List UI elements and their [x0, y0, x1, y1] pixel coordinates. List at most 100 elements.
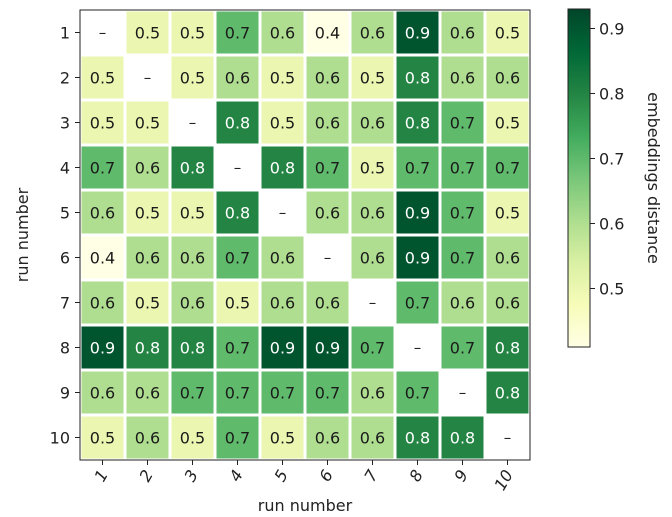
heatmap-cell [306, 326, 349, 369]
heatmap-cell [261, 281, 304, 324]
cell-label: 0.7 [90, 159, 115, 178]
cell-label: 0.7 [225, 249, 250, 268]
heatmap-cell [351, 326, 394, 369]
heatmap-cell [126, 416, 169, 459]
cell-label: 0.6 [135, 429, 160, 448]
y-tick-label: 8 [60, 339, 70, 358]
y-tick-label: 3 [60, 114, 70, 133]
heatmap-cell [486, 191, 529, 234]
x-tick-label: 7 [360, 466, 382, 485]
plot-frame [79, 9, 531, 461]
cell-label: – [234, 159, 242, 177]
cell-label: 0.7 [495, 159, 520, 178]
heatmap-cell [261, 146, 304, 189]
cell-label: 0.6 [360, 384, 385, 403]
cell-label: 0.6 [315, 69, 340, 88]
cell-label: 0.6 [495, 249, 520, 268]
heatmap-cell [351, 416, 394, 459]
cell-label: 0.7 [450, 339, 475, 358]
heatmap-cell [396, 101, 439, 144]
heatmap-cell [216, 236, 259, 279]
cell-label: 0.6 [315, 429, 340, 448]
heatmap-cell [81, 101, 124, 144]
heatmap-cell [171, 416, 214, 459]
heatmap-cell [216, 11, 259, 54]
cell-label: 0.9 [405, 204, 430, 223]
cell-label: 0.7 [450, 159, 475, 178]
heatmap-cell [396, 56, 439, 99]
heatmap-cell [171, 326, 214, 369]
cell-label: 0.9 [270, 339, 295, 358]
heatmap-cell [441, 416, 484, 459]
colorbar-tick-label: 0.6 [599, 215, 624, 234]
x-tick-label: 10 [490, 467, 517, 494]
x-tick-label: 8 [405, 467, 427, 485]
cell-label: – [144, 69, 152, 87]
cell-label: 0.8 [405, 429, 430, 448]
x-axis-label: run number [258, 496, 353, 515]
cell-label: 0.7 [225, 429, 250, 448]
cell-label: 0.6 [270, 24, 295, 43]
x-tick-label: 9 [450, 467, 472, 485]
heatmap-cell [171, 146, 214, 189]
heatmap-cell [486, 236, 529, 279]
cell-label: 0.6 [90, 204, 115, 223]
cell-label: 0.6 [360, 114, 385, 133]
cell-label: 0.8 [450, 429, 475, 448]
heatmap-cell [396, 11, 439, 54]
heatmap-cell [486, 11, 529, 54]
x-tick-label: 2 [135, 467, 157, 485]
heatmap-cell [441, 146, 484, 189]
cell-label: 0.6 [315, 294, 340, 313]
cell-label: – [279, 204, 287, 222]
heatmap-cell [216, 371, 259, 414]
cell-label: 0.6 [360, 24, 385, 43]
colorbar-tick-label: 0.9 [599, 20, 624, 39]
cell-label: 0.5 [360, 159, 385, 178]
heatmap-cell [171, 371, 214, 414]
heatmap-cell [351, 236, 394, 279]
x-tick-label: 4 [225, 467, 247, 485]
heatmap-cell [396, 236, 439, 279]
y-tick-label: 10 [50, 429, 70, 448]
cell-label: 0.7 [225, 24, 250, 43]
cell-label: 0.5 [135, 114, 160, 133]
colorbar-ticks: 0.5 0.6 0.7 0.8 0.9 [590, 20, 624, 299]
cell-label: 0.6 [270, 249, 295, 268]
cell-label: 0.5 [135, 204, 160, 223]
heatmap-cell [171, 281, 214, 324]
x-axis-ticks: 1 2 3 4 5 6 7 8 9 10 [90, 460, 517, 494]
y-tick-label: 5 [60, 204, 70, 223]
heatmap-cell [81, 146, 124, 189]
heatmap-cell [396, 281, 439, 324]
y-axis-ticks: 1 2 3 4 5 6 7 8 9 10 [50, 24, 80, 448]
colorbar-tick-label: 0.5 [599, 280, 624, 299]
cell-label: 0.7 [450, 249, 475, 268]
heatmap-cell [126, 326, 169, 369]
heatmap-cell [216, 56, 259, 99]
cell-label: 0.9 [90, 339, 115, 358]
heatmap-cell [126, 146, 169, 189]
y-tick-label: 2 [60, 69, 70, 88]
cell-label: – [99, 24, 107, 42]
x-tick-label: 1 [90, 467, 112, 485]
cell-label: 0.5 [90, 429, 115, 448]
cell-label: 0.5 [495, 204, 520, 223]
heatmap-cell [261, 326, 304, 369]
heatmap-cell [171, 11, 214, 54]
cell-label: 0.9 [405, 24, 430, 43]
cell-label: 0.7 [225, 339, 250, 358]
heatmap-cell [306, 101, 349, 144]
cell-label: 0.6 [360, 204, 385, 223]
cell-label: 0.8 [495, 384, 520, 403]
heatmap-cell [81, 56, 124, 99]
y-tick-label: 9 [60, 384, 70, 403]
heatmap-cell [261, 416, 304, 459]
heatmap-cell [306, 416, 349, 459]
cell-label: 0.7 [450, 114, 475, 133]
cell-label: 0.9 [315, 339, 340, 358]
heatmap-cell [126, 371, 169, 414]
x-tick-label: 3 [180, 467, 202, 485]
cell-label: 0.5 [495, 24, 520, 43]
